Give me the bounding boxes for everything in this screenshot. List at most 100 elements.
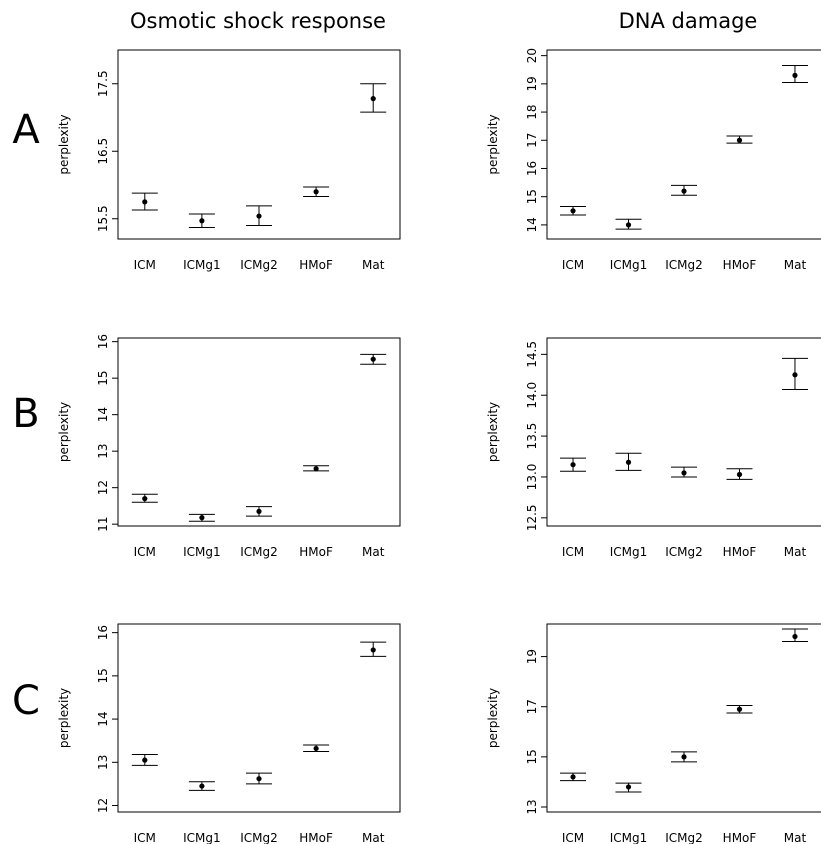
y-tick-label: 13.5 — [525, 423, 539, 450]
x-tick-label: ICMg2 — [665, 831, 703, 844]
y-tick-label: 20 — [525, 48, 539, 63]
y-tick-label: 18 — [525, 104, 539, 119]
panel-a-osmotic-shock-response: 15.5 16.5 17.5 perplexity ICM ICMg1 ICMg2 HMoF M… — [57, 49, 401, 272]
y-tick-label: 16.5 — [96, 138, 110, 165]
x-tick-label: HMoF — [723, 545, 757, 559]
data-point — [792, 633, 798, 640]
x-tick-label: ICMg1 — [610, 545, 648, 559]
data-point — [625, 222, 632, 228]
data-point — [313, 466, 319, 472]
x-tick-label: Mat — [362, 545, 385, 559]
x-tick-label: ICMg2 — [240, 545, 278, 559]
data-point — [681, 470, 687, 476]
y-axis-label: perplexity — [57, 402, 71, 462]
y-tick-label: 11 — [96, 517, 110, 532]
y-tick-label: 13 — [96, 755, 110, 770]
data-point — [199, 515, 205, 521]
data-point — [313, 745, 319, 752]
y-tick-label: 14 — [96, 407, 110, 422]
data-point — [256, 508, 262, 514]
x-tick-label: Mat — [362, 258, 385, 272]
y-axis-label: perplexity — [486, 114, 500, 174]
data-point — [736, 706, 743, 712]
y-tick-label: 15 — [96, 371, 110, 386]
data-point — [736, 471, 743, 478]
row-label-b: B — [12, 391, 39, 437]
y-tick-label: 12.5 — [525, 504, 539, 531]
data-point — [370, 356, 376, 362]
x-tick-label: ICMg2 — [665, 545, 703, 559]
x-tick-label: ICMg2 — [240, 258, 278, 272]
y-axis-label: perplexity — [486, 688, 500, 748]
x-tick-label: ICM — [134, 831, 156, 844]
panel-c-osmotic-shock-response: 12 13 14 15 16 perplexity ICM ICMg1 ICMg2 HMoF Mat — [57, 623, 401, 844]
y-axis-label: perplexity — [57, 688, 71, 748]
data-point — [142, 757, 148, 763]
data-point — [256, 213, 262, 219]
x-tick-label: ICMg1 — [183, 545, 221, 559]
x-tick-label: ICM — [562, 258, 584, 272]
y-tick-label: 16 — [525, 161, 539, 176]
x-tick-label: ICM — [134, 258, 156, 272]
y-tick-label: 16 — [96, 625, 110, 640]
y-tick-label: 19 — [525, 76, 539, 91]
plot-frame — [546, 49, 821, 240]
x-tick-label: HMoF — [723, 831, 757, 844]
x-tick-label: ICMg2 — [240, 831, 278, 844]
x-tick-label: HMoF — [299, 831, 333, 844]
y-tick-label: 14 — [525, 217, 539, 232]
data-point — [370, 647, 376, 653]
data-point — [570, 208, 576, 214]
y-tick-label: 15 — [525, 749, 539, 764]
x-tick-label: ICM — [562, 831, 584, 844]
y-tick-label: 12 — [96, 798, 110, 813]
x-tick-label: ICMg1 — [183, 258, 221, 272]
x-tick-label: HMoF — [299, 258, 333, 272]
plot-frame — [117, 49, 401, 240]
x-tick-label: ICMg2 — [665, 258, 703, 272]
plot-frame — [117, 337, 401, 527]
row-label-c: C — [12, 678, 40, 724]
y-tick-label: 13 — [525, 799, 539, 814]
y-axis-label: perplexity — [486, 402, 500, 462]
data-point — [625, 784, 632, 790]
panel-b-osmotic-shock-response: 11 12 13 14 15 16 perplexity ICM ICMg1 ICMg2 HMoF M… — [57, 334, 401, 559]
data-point — [199, 783, 205, 789]
y-tick-label: 15 — [96, 668, 110, 683]
x-tick-label: Mat — [784, 258, 807, 272]
data-point — [792, 372, 798, 378]
y-tick-label: 16 — [96, 334, 110, 349]
plot-frame — [546, 337, 821, 527]
data-point — [570, 462, 576, 468]
y-tick-label: 14.0 — [525, 382, 539, 409]
panel-a-dna-damage: 14 15 16 17 18 19 20 perplexity ICM ICMg1 ICMg2 HMo… — [486, 48, 821, 272]
data-point — [570, 774, 576, 780]
data-point — [736, 137, 743, 143]
x-tick-label: Mat — [362, 831, 385, 844]
x-tick-label: ICM — [134, 545, 156, 559]
data-point — [142, 496, 148, 502]
y-tick-label: 17 — [525, 699, 539, 714]
y-tick-label: 14 — [96, 711, 110, 726]
y-axis-label: perplexity — [57, 114, 71, 174]
data-point — [370, 96, 376, 102]
data-point — [681, 754, 687, 760]
y-tick-label: 13.0 — [525, 464, 539, 491]
x-tick-label: HMoF — [299, 545, 333, 559]
data-point — [256, 776, 262, 782]
data-point — [792, 72, 798, 78]
plot-frame — [546, 623, 821, 813]
data-point — [199, 218, 205, 224]
x-tick-label: ICM — [562, 545, 584, 559]
x-tick-label: Mat — [784, 831, 807, 844]
y-tick-label: 15.5 — [96, 205, 110, 232]
plot-frame — [117, 623, 401, 813]
data-point — [625, 459, 632, 465]
panel-c-dna-damage: 13 15 17 19 perplexity ICM ICMg1 ICMg2 HMoF Mat — [486, 623, 821, 844]
x-tick-label: Mat — [784, 545, 807, 559]
x-tick-label: ICMg1 — [183, 831, 221, 844]
y-tick-label: 15 — [525, 189, 539, 204]
y-tick-label: 12 — [96, 480, 110, 495]
y-tick-label: 13 — [96, 444, 110, 459]
